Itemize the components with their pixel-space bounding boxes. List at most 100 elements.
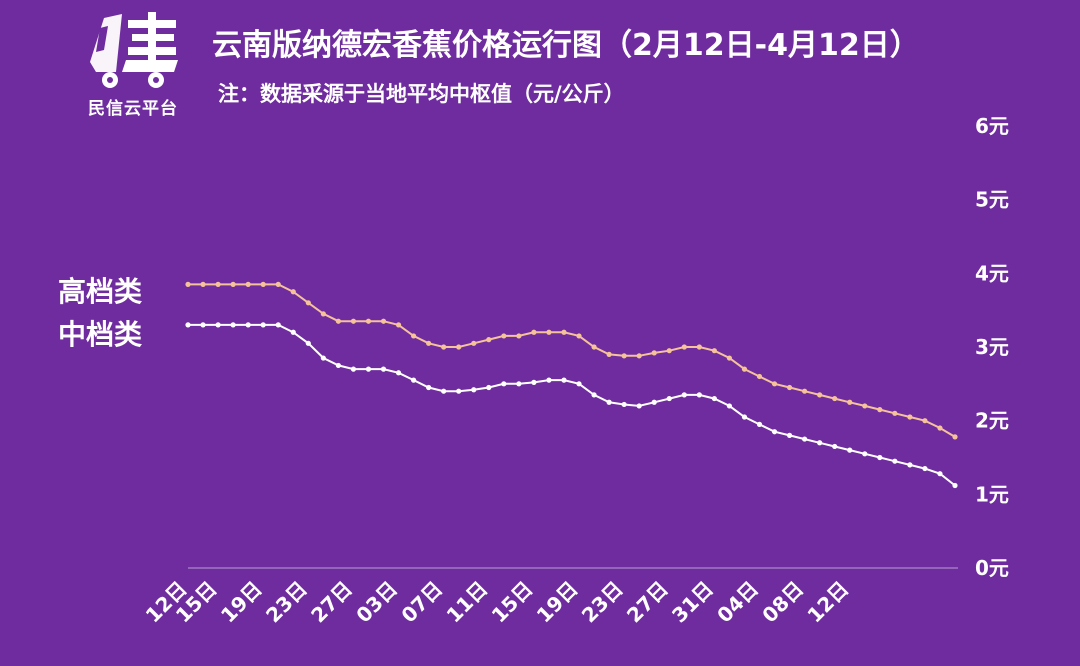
data-point [786, 432, 793, 438]
x-tick-label: 15日 [487, 577, 538, 628]
data-point [771, 381, 778, 387]
data-point [952, 434, 958, 440]
data-point [185, 322, 191, 328]
y-tick-label: 3元 [975, 335, 1009, 359]
data-point [185, 281, 191, 287]
y-tick-label: 1元 [975, 482, 1009, 506]
data-point [410, 377, 417, 383]
data-point [516, 381, 522, 387]
data-point [260, 322, 266, 328]
data-point [426, 384, 432, 391]
data-point [862, 451, 868, 457]
data-point [380, 318, 387, 324]
data-point [937, 425, 943, 431]
x-tick-label: 19日 [532, 577, 583, 628]
data-point [771, 429, 778, 435]
chart-subtitle: 注：数据采源于当地平均中枢值（元/公斤） [218, 82, 625, 106]
data-point [245, 281, 251, 287]
x-tick-label: 23日 [577, 577, 628, 628]
data-point [666, 395, 672, 402]
data-point [456, 388, 462, 394]
data-point [335, 318, 341, 324]
x-tick-label: 12日 [802, 577, 853, 628]
data-point [907, 462, 913, 468]
data-point [681, 344, 687, 350]
data-point [756, 421, 763, 427]
data-point [395, 322, 402, 328]
data-point [606, 351, 612, 357]
data-point [591, 344, 597, 350]
data-point [621, 401, 627, 408]
data-point [426, 340, 432, 346]
x-tick-label: 03日 [351, 577, 402, 628]
data-point [230, 281, 236, 287]
series-0 [185, 281, 958, 440]
data-point [817, 440, 823, 446]
data-point [546, 329, 552, 335]
y-tick-label: 6元 [975, 114, 1009, 138]
data-point [441, 344, 447, 350]
data-point [200, 322, 206, 328]
data-point [501, 333, 507, 339]
data-point [215, 322, 221, 328]
data-point [786, 384, 793, 391]
data-point [245, 322, 251, 328]
data-point [952, 482, 958, 489]
data-point [681, 392, 687, 398]
data-point [636, 353, 642, 359]
y-tick-label: 0元 [975, 556, 1009, 580]
data-point [290, 289, 296, 295]
data-point [275, 322, 281, 328]
x-tick-label: 27日 [622, 577, 673, 628]
series-layer [185, 281, 958, 489]
x-tick-label: 04日 [712, 577, 763, 628]
data-point [546, 377, 552, 383]
data-point [802, 388, 808, 394]
data-point [561, 329, 567, 335]
data-point [666, 348, 672, 354]
data-point [305, 300, 311, 306]
data-point [350, 318, 357, 324]
data-point [606, 399, 612, 405]
data-point [305, 340, 311, 346]
data-point [651, 350, 657, 356]
data-point [726, 355, 733, 361]
x-tick-label: 23日 [261, 577, 312, 628]
data-point [892, 410, 898, 416]
data-point [215, 281, 221, 287]
data-point [922, 418, 928, 424]
series-1 [185, 322, 958, 489]
data-point [591, 392, 597, 398]
series-line [188, 323, 956, 487]
data-point [576, 333, 582, 339]
data-point [471, 387, 477, 393]
x-tick-label: 07日 [396, 577, 447, 628]
data-point [832, 443, 838, 450]
y-axis-ticks: 0元 1元 2元 3元 4元 5元 6元 [975, 114, 1009, 580]
data-point [711, 348, 717, 354]
data-point [696, 392, 702, 398]
logo: 民信云平台 [78, 10, 188, 119]
data-point [410, 333, 417, 339]
legend-mid-grade: 中档类 [58, 318, 143, 351]
data-point [471, 340, 477, 346]
legend-high-grade: 高档类 [58, 275, 143, 308]
data-point [275, 281, 281, 287]
data-point [726, 403, 733, 409]
data-point [576, 381, 582, 387]
data-point [350, 366, 357, 372]
data-point [832, 395, 838, 402]
data-point [922, 465, 928, 472]
y-tick-label: 5元 [975, 188, 1009, 212]
truck-logo-icon [90, 12, 178, 88]
data-point [847, 447, 853, 453]
data-point [290, 329, 296, 335]
data-point [365, 366, 372, 372]
data-point [486, 337, 492, 343]
data-point [395, 370, 402, 376]
logo-text: 民信云平台 [88, 99, 178, 119]
data-point [365, 318, 372, 324]
data-point [260, 281, 266, 287]
data-point [320, 355, 326, 361]
